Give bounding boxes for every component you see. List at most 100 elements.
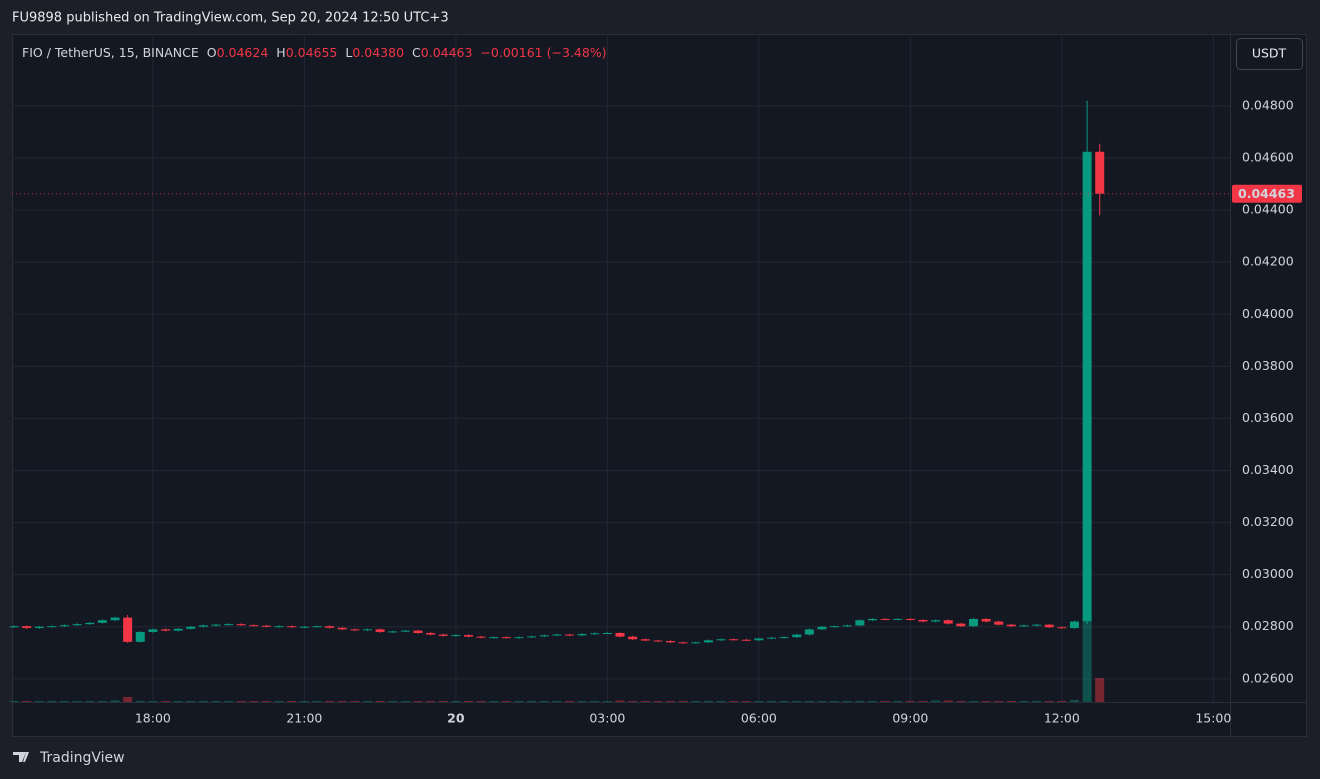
volume-bar	[564, 701, 574, 702]
y-tick-label: 0.03200	[1242, 514, 1294, 529]
currency-button[interactable]: USDT	[1236, 38, 1303, 70]
volume-bar	[299, 701, 309, 702]
candle-body	[1019, 625, 1029, 627]
y-tick-label: 0.02600	[1242, 670, 1294, 685]
volume-bar	[956, 701, 966, 702]
brand-logo	[13, 752, 29, 762]
x-tick-label: 09:00	[892, 711, 928, 726]
volume-bar	[754, 701, 764, 702]
candle-body	[1057, 627, 1067, 629]
volume-bar	[97, 701, 107, 702]
candle-body	[678, 642, 688, 644]
candle-body	[830, 626, 840, 628]
candle-body	[741, 639, 751, 641]
candle-body	[413, 630, 423, 633]
volume-bar	[337, 701, 347, 702]
volume-bar	[842, 701, 852, 702]
volume-bar	[274, 701, 284, 702]
candle-body	[350, 629, 360, 631]
volume-bar	[489, 701, 499, 702]
last-price-tag	[1232, 184, 1302, 203]
candle-body	[754, 638, 764, 641]
candle-body	[97, 620, 107, 623]
y-tick-label: 0.04200	[1242, 254, 1294, 269]
volume-bar	[716, 701, 726, 702]
candle-body	[22, 626, 32, 629]
volume-bar	[804, 701, 814, 702]
volume-bar	[400, 701, 410, 702]
volume-bar	[943, 700, 953, 702]
candle-body	[514, 637, 524, 639]
volume-bar	[375, 701, 385, 702]
candle-body	[918, 619, 928, 622]
legend-key: O	[207, 45, 217, 60]
candle-body	[501, 637, 511, 639]
button-frame[interactable]	[1236, 38, 1303, 70]
volume-bar	[893, 701, 903, 702]
volume-bar	[931, 700, 941, 702]
legend-symbol: FIO / TetherUS, 15, BINANCE	[22, 45, 199, 60]
candle-body	[855, 620, 865, 626]
candle-body	[842, 625, 852, 627]
volume-bar	[85, 701, 95, 702]
volume-bar	[60, 701, 70, 702]
volume-bar	[653, 701, 663, 702]
volume-bar	[123, 697, 133, 702]
volume-bar	[426, 701, 436, 702]
candle-body	[72, 624, 82, 626]
candle-body	[766, 637, 776, 639]
candle-body	[716, 639, 726, 641]
volume-bar	[703, 701, 713, 702]
button-label[interactable]: USDT	[1252, 46, 1287, 61]
volume-bar	[1069, 700, 1079, 702]
y-tick-label: 0.03400	[1242, 462, 1294, 477]
last-price-label: 0.04463	[1238, 186, 1295, 201]
legend: FIO / TetherUS, 15, BINANCE O0.04624 H0.…	[22, 45, 607, 60]
volume-bar	[539, 701, 549, 702]
volume-bar	[463, 701, 473, 702]
volume-bar	[552, 701, 562, 702]
volume-bar	[665, 701, 675, 702]
candle-body	[476, 636, 486, 638]
chart-frame	[12, 34, 1307, 737]
brand-name: TradingView	[39, 750, 125, 766]
candle-body	[1069, 621, 1079, 629]
volume-bar	[72, 701, 82, 702]
volume-bar	[729, 701, 739, 702]
candle-body	[691, 642, 701, 644]
candle-body	[312, 626, 322, 628]
candle-body	[602, 632, 612, 634]
x-tick-label: 18:00	[135, 711, 171, 726]
candle-body	[981, 618, 991, 622]
brand: TradingView	[13, 750, 125, 766]
volume-bar	[855, 701, 865, 702]
volume-bar	[438, 701, 448, 702]
volume-bar	[1006, 701, 1016, 702]
volume-bar	[602, 701, 612, 702]
volume-bar	[615, 700, 625, 702]
volume-bar	[678, 701, 688, 702]
volume-bar	[577, 701, 587, 702]
candle-body	[817, 626, 827, 630]
volume-bar	[47, 701, 57, 702]
y-tick-label: 0.03600	[1242, 410, 1294, 425]
y-tick-label: 0.03800	[1242, 358, 1294, 373]
candle-body	[931, 620, 941, 622]
volume-bar	[262, 701, 272, 702]
candle-body	[804, 629, 814, 635]
candle-body	[640, 639, 650, 641]
y-tick-label: 0.04000	[1242, 306, 1294, 321]
volume-bar	[766, 701, 776, 702]
candle-body	[224, 624, 234, 626]
volume-bar	[161, 701, 171, 702]
volume-bar	[1032, 701, 1042, 702]
candle-body	[236, 624, 246, 626]
candle-body	[186, 626, 196, 629]
volume-bar	[830, 701, 840, 702]
candle-body	[615, 632, 625, 637]
volume-bar	[501, 701, 511, 702]
volume-bar	[880, 701, 890, 702]
volume-bar	[981, 701, 991, 702]
candle-body	[968, 618, 978, 627]
